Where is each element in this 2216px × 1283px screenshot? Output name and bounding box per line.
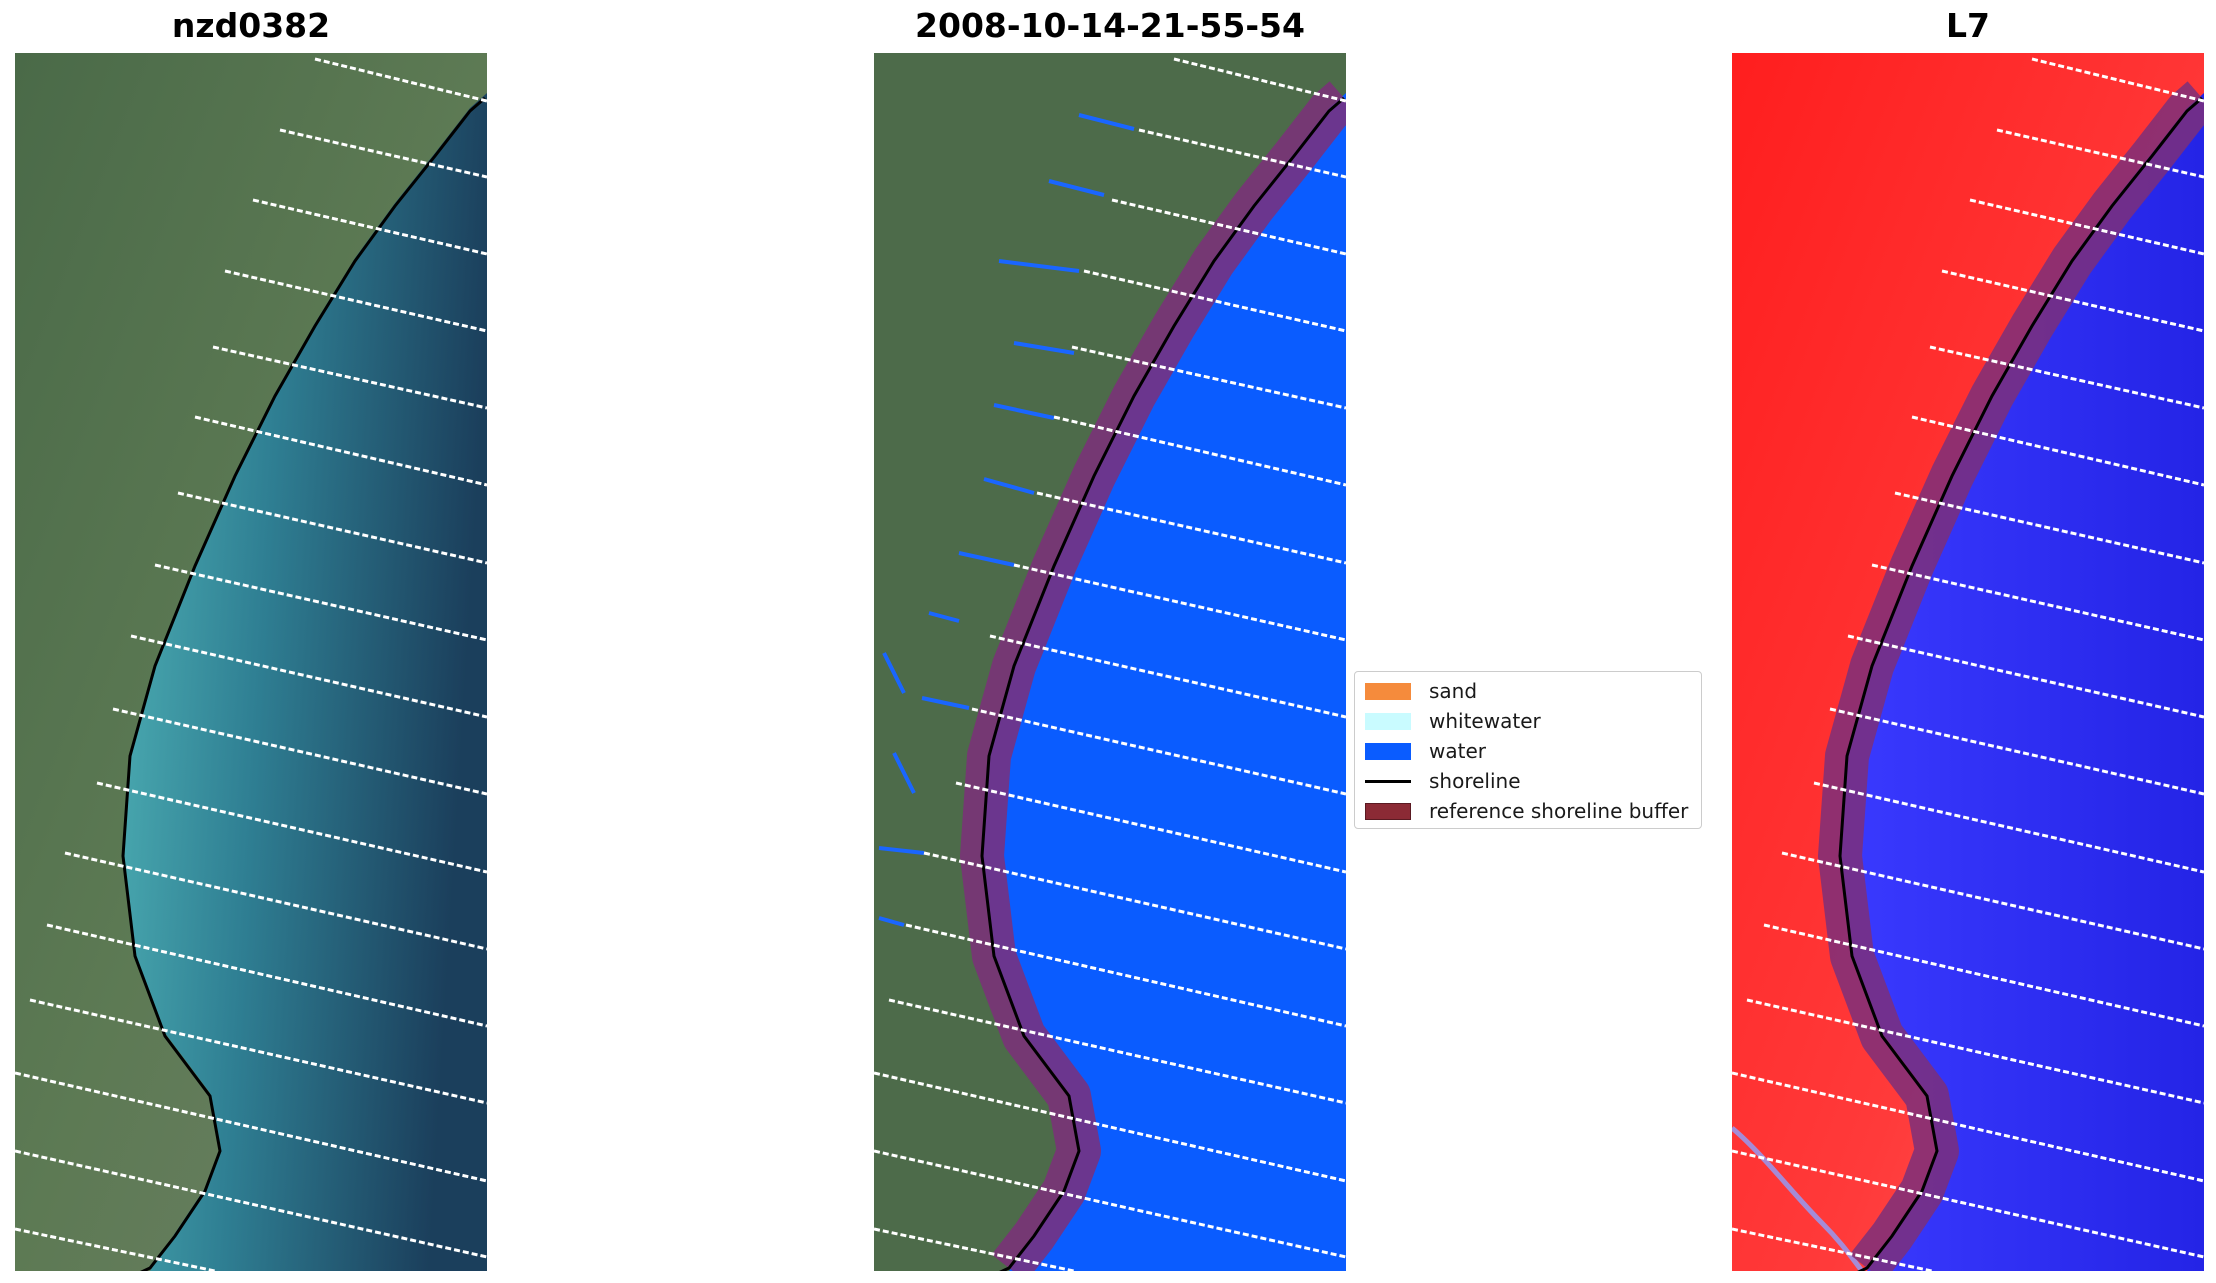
legend-item-water: water [1365, 736, 1691, 766]
water-area [1840, 93, 2204, 1271]
river-channel [1732, 1126, 1864, 1271]
legend-item-sand: sand [1365, 676, 1691, 706]
water-fragments [878, 113, 1135, 927]
reference-shoreline-buffer-swatch [1365, 802, 1411, 820]
sea-area [123, 93, 487, 1271]
sand-swatch [1365, 682, 1411, 700]
shoreline-swatch [1365, 779, 1411, 783]
water-swatch [1365, 742, 1411, 760]
classified-image-panel [874, 53, 1346, 1271]
whitewater-swatch [1365, 712, 1411, 730]
legend-item-reference-shoreline-buffer: reference shoreline buffer [1365, 796, 1691, 826]
panel-title-index: L7 [1946, 6, 1990, 45]
panel-title-classified: 2008-10-14-21-55-54 [915, 6, 1305, 45]
shoreline [121, 96, 486, 1271]
panel-title-rgb: nzd0382 [171, 6, 331, 45]
legend-label: whitewater [1429, 709, 1541, 733]
water-class-area [982, 93, 1346, 1271]
transects [874, 57, 1346, 1271]
transects [15, 57, 487, 1271]
legend-label: reference shoreline buffer [1429, 799, 1689, 823]
shoreline [980, 96, 1345, 1271]
legend: sand whitewater water shoreline referenc… [1354, 671, 1702, 829]
legend-label: shoreline [1429, 769, 1521, 793]
legend-label: water [1429, 739, 1486, 763]
classified-image [874, 53, 1346, 1271]
legend-label: sand [1429, 679, 1478, 703]
legend-item-whitewater: whitewater [1365, 706, 1691, 736]
legend-item-shoreline: shoreline [1365, 766, 1691, 796]
index-image-panel [1732, 53, 2204, 1271]
rgb-satellite-image [15, 53, 487, 1271]
rgb-image-panel [15, 53, 487, 1271]
index-image [1732, 53, 2204, 1271]
transects [1732, 57, 2204, 1271]
shoreline [1838, 96, 2203, 1271]
